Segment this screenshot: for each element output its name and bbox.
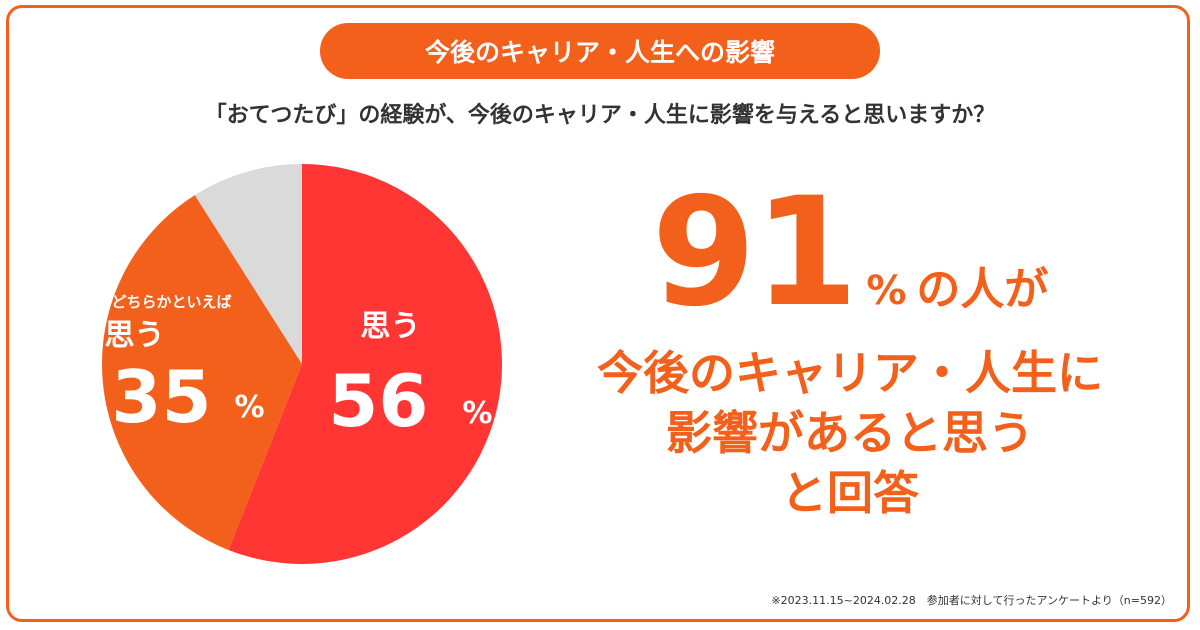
footnote: ※2023.11.15~2024.02.28 参加者に対して行ったアンケートより… (771, 594, 1172, 607)
slice-2-percent: % (235, 390, 265, 425)
slice-2-value: 35 (111, 355, 211, 439)
slice-1-value: 56 (328, 359, 428, 443)
headline-number-row: 91 % の人が (560, 178, 1140, 343)
pie-slice-2 (101, 195, 302, 550)
headline-line-3: と回答 (781, 466, 919, 520)
slice-2-label-top: どちらかといえば (112, 293, 232, 311)
slice-1-percent: % (462, 396, 492, 431)
headline-line-2: 影響があると思う (666, 406, 1034, 460)
slice-2-label-main: 思う (105, 318, 165, 353)
pie-slice-3 (194, 164, 302, 364)
survey-question: 「おてつたび」の経験が、今後のキャリア・人生に影響を与えると思いますか？ (204, 103, 996, 128)
headline-line-1: 今後のキャリア・人生に (597, 346, 1103, 400)
headline-suffix: の人が (916, 264, 1049, 315)
headline-percent: % (866, 268, 907, 314)
slice-1-label: 思う (360, 309, 420, 344)
headline: 91 % の人が 今後のキャリア・人生に 影響があると思う と回答 (560, 178, 1140, 523)
headline-number: 91 (651, 166, 859, 340)
chart-title: 今後のキャリア・人生への影響 (424, 38, 775, 67)
pie-slice-1 (228, 164, 502, 564)
title-pill: 今後のキャリア・人生への影響 (320, 23, 880, 79)
